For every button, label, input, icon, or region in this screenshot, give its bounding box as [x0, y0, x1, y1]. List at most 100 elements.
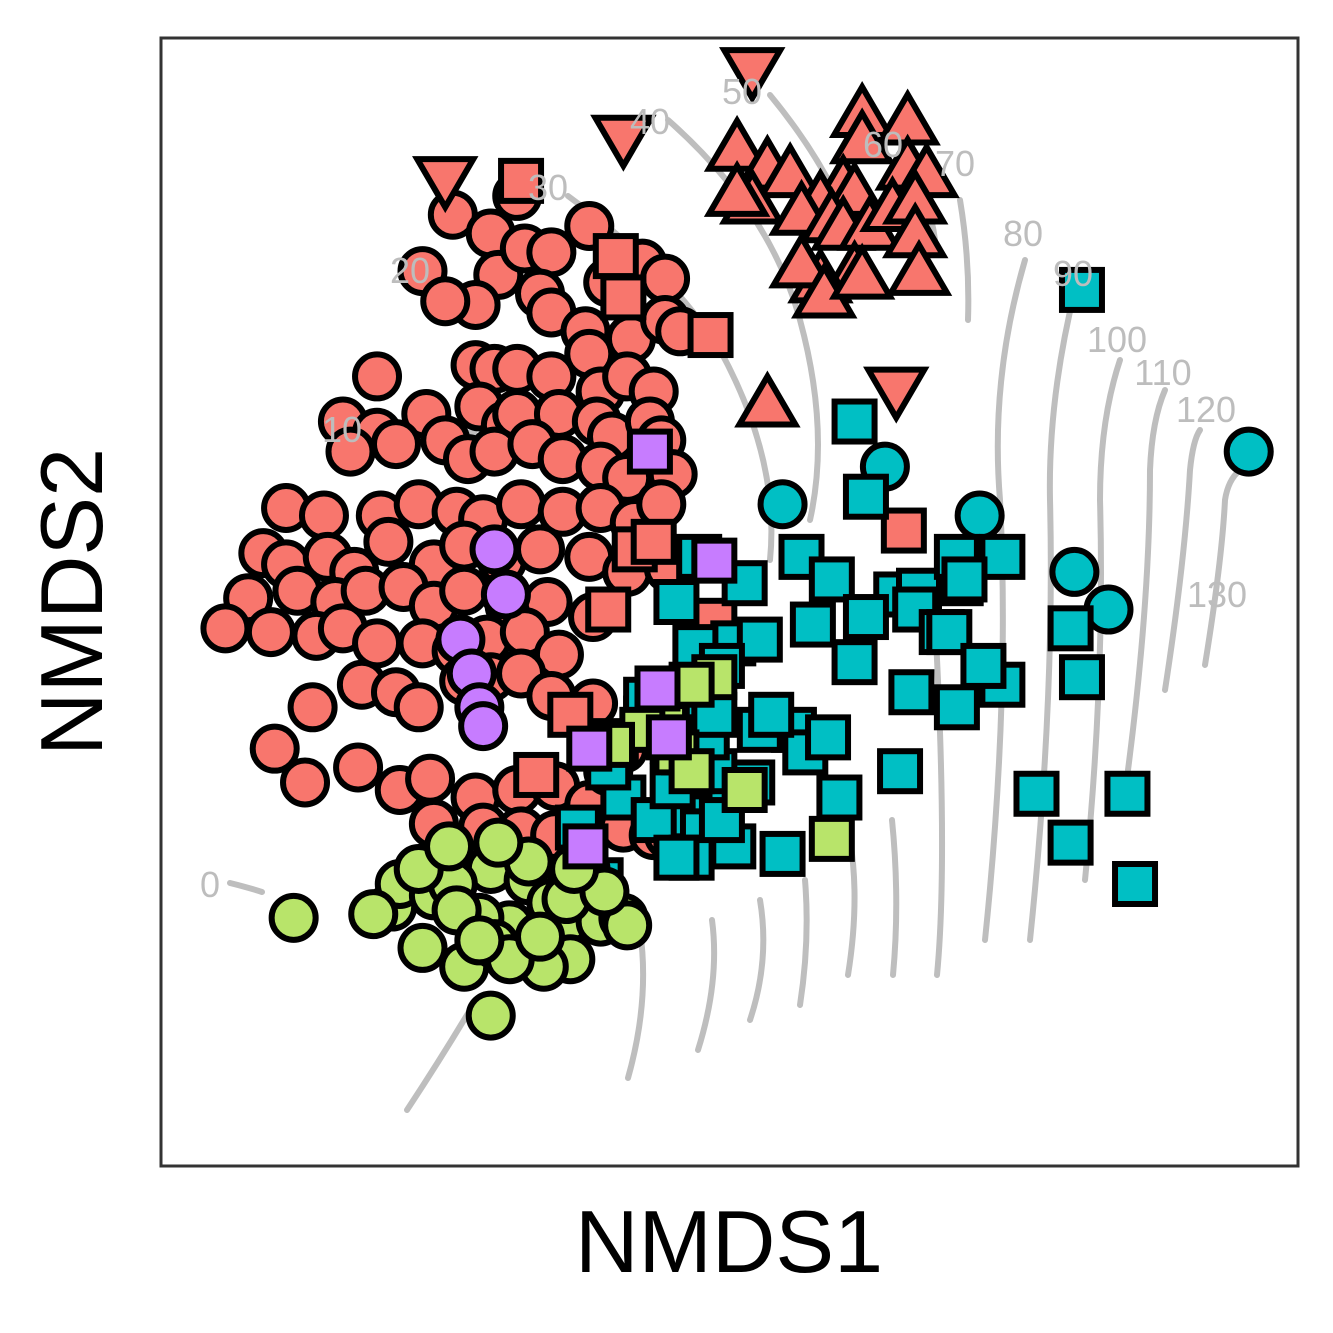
data-point-purple-square [691, 537, 738, 584]
data-point-red-circle [370, 419, 421, 470]
contour-line-low-7 [889, 817, 900, 978]
data-point-purple-square [562, 823, 609, 870]
data-point-green-circle [348, 889, 399, 940]
data-point-cyan-square [1058, 266, 1105, 313]
data-point-red-circle [363, 516, 414, 567]
contour-line-100 [1082, 357, 1123, 883]
data-point-red-square [600, 274, 647, 321]
data-point-red-square [630, 518, 677, 565]
data-point-cyan-square [960, 642, 1007, 689]
data-point-red-triangle-up [768, 231, 835, 289]
data-point-purple-circle [458, 701, 509, 752]
data-point-red-triangle-up [756, 141, 824, 199]
data-point-red-triangle-up [703, 159, 771, 217]
data-point-cyan-circle [1223, 426, 1274, 477]
data-point-green-circle [515, 911, 565, 962]
data-point-red-circle [280, 757, 331, 808]
data-point-green-square [721, 767, 768, 813]
contour-label: 0 [200, 864, 220, 905]
data-point-green-circle [268, 892, 319, 943]
data-point-red-triangle-up [734, 370, 801, 428]
contour-label: 20 [390, 250, 430, 291]
contour-label: 100 [1087, 319, 1147, 360]
data-point-green-square [808, 815, 855, 862]
contour-label-layer: 0 10 20 30 40 50 60 70 80 90 100 110 120… [200, 71, 1247, 905]
data-point-purple-square [634, 665, 681, 712]
contour-line-110 [1125, 387, 1168, 773]
data-point-cyan-circle [757, 479, 808, 530]
contour-label: 60 [863, 124, 903, 165]
data-point-cyan-circle [954, 490, 1005, 541]
contour-label: 80 [1003, 213, 1043, 254]
data-point-red-square [687, 312, 734, 359]
data-point-cyan-square [933, 684, 980, 731]
contour-line-low-4 [747, 897, 767, 1023]
contour-label: 50 [722, 71, 762, 112]
data-point-cyan-square [1013, 770, 1060, 817]
data-point-red-circle [640, 253, 691, 304]
contour-label: 30 [528, 167, 568, 208]
data-point-cyan-square [1104, 770, 1151, 817]
plot-panel-border [159, 36, 1300, 1168]
data-point-cyan-square [1047, 605, 1094, 652]
data-point-cyan-square [888, 669, 935, 716]
data-point-red-square [585, 586, 632, 633]
data-point-cyan-square [805, 714, 852, 761]
contour-line-low-3 [695, 917, 718, 1053]
contour-label: 120 [1176, 389, 1236, 430]
data-point-green-circle [397, 922, 448, 973]
data-point-red-triangle-up [828, 242, 896, 300]
data-point-red-triangle-down [719, 47, 786, 105]
contour-label: 70 [935, 143, 975, 184]
contour-line-low-1 [404, 1007, 473, 1113]
data-point-red-circle [405, 753, 456, 804]
data-point-green-circle [465, 990, 516, 1041]
data-point-cyan-square [941, 556, 988, 603]
data-point-red-circle [287, 682, 338, 733]
data-point-cyan-square [979, 533, 1026, 580]
data-point-cyan-square [759, 830, 806, 877]
data-point-red-triangle-up [828, 107, 896, 165]
data-point-red-circle [439, 565, 490, 616]
contour-line-40 [665, 117, 821, 523]
data-point-red-circle [298, 490, 349, 541]
data-point-green-circle [424, 821, 475, 872]
data-point-red-square [880, 507, 927, 554]
contour-line-120 [1162, 427, 1203, 693]
data-point-red-triangle-down [412, 156, 479, 214]
data-point-green-circle [454, 915, 505, 966]
data-point-purple-circle [480, 569, 531, 620]
data-point-cyan-square [1058, 654, 1105, 701]
data-point-red-square [513, 751, 560, 798]
contour-line-low-5 [797, 877, 810, 1008]
data-point-red-circle [200, 603, 251, 654]
contour-label: 10 [322, 409, 362, 450]
data-point-green-circle [473, 817, 524, 868]
data-point-red-circle [333, 742, 384, 793]
data-point-purple-square [566, 725, 613, 772]
contour-label: 110 [1134, 352, 1191, 393]
data-point-red-square [592, 233, 639, 280]
data-point-purple-square [626, 428, 673, 475]
contour-line-low-2 [625, 927, 647, 1081]
points-layer [200, 47, 1274, 1041]
data-point-cyan-square [877, 748, 924, 795]
data-point-cyan-square [831, 639, 878, 686]
data-point-red-circle [496, 479, 547, 530]
contour-line-70 [957, 197, 972, 323]
data-point-cyan-square [1112, 861, 1159, 907]
contour-line-130 [1202, 467, 1243, 668]
x-axis-title: NMDS1 [575, 1192, 883, 1291]
data-point-red-circle [393, 682, 444, 733]
data-point-red-circle [352, 618, 403, 669]
data-point-cyan-square [736, 616, 783, 663]
contour-label: 40 [630, 101, 670, 142]
contour-label: 90 [1053, 253, 1093, 294]
data-point-cyan-square [789, 601, 836, 648]
data-point-red-circle [249, 723, 300, 774]
contour-line-0 [227, 880, 265, 895]
data-point-cyan-square [653, 834, 700, 881]
data-point-red-triangle-up [885, 238, 953, 296]
data-point-green-circle [602, 900, 653, 951]
